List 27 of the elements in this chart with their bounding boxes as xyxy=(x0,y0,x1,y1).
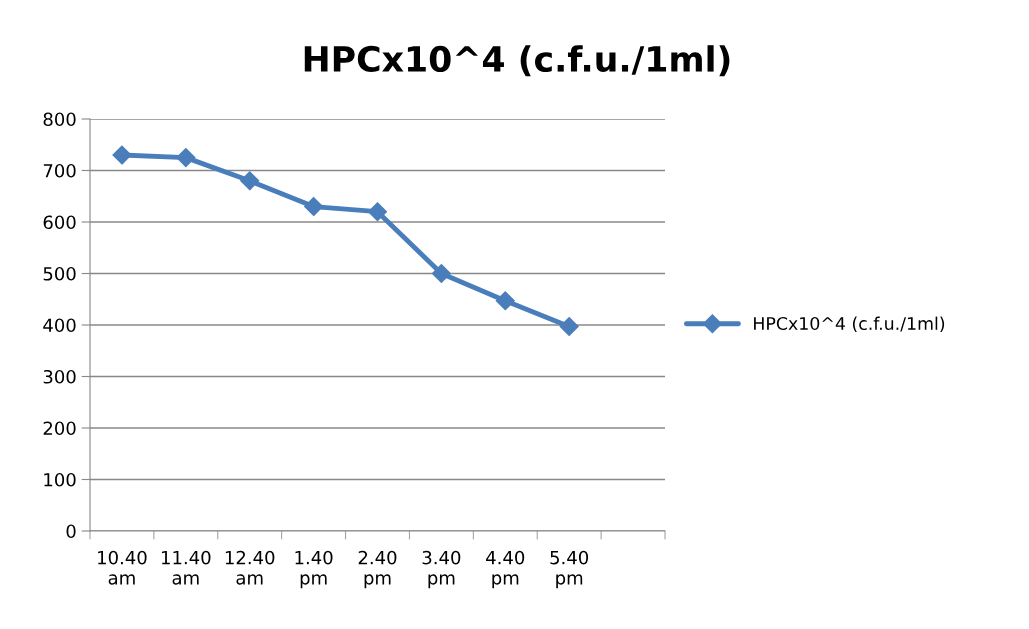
point xyxy=(367,202,388,222)
point xyxy=(431,263,451,284)
y-tick-label: 400 xyxy=(43,318,76,333)
point xyxy=(240,171,260,191)
y-tick-label: 800 xyxy=(43,112,76,127)
point xyxy=(559,317,579,337)
y-tick-label: 500 xyxy=(43,266,76,281)
y-tick-label: 100 xyxy=(44,472,76,487)
y-tick-label: 300 xyxy=(43,369,76,384)
x-tick-label: 11.40 am xyxy=(161,550,211,585)
x-tick-label: 3.40 pm xyxy=(422,550,461,589)
x-tick-label: 12.40 am xyxy=(225,550,275,585)
x-tick-label: 2.40 pm xyxy=(358,550,397,589)
x-tick-label: 10.40 am xyxy=(98,550,147,585)
chart-title: HPCx10^4 (c.f.u./1ml) xyxy=(304,45,730,77)
y-tick-label: 0 xyxy=(66,524,76,539)
x-tick-label: 5.40 pm xyxy=(550,550,589,589)
point xyxy=(176,148,196,168)
point xyxy=(495,291,515,311)
y-tick-label: 600 xyxy=(43,215,76,230)
legend-label: HPCx10^4 (c.f.u./1ml) xyxy=(754,316,945,333)
y-tick-label: 200 xyxy=(43,421,76,436)
y-tick-label: 700 xyxy=(43,163,76,178)
point xyxy=(304,197,324,217)
point xyxy=(112,145,132,165)
x-tick-label: 1.40 pm xyxy=(295,550,333,589)
x-tick-label: 4.40 pm xyxy=(486,550,525,589)
